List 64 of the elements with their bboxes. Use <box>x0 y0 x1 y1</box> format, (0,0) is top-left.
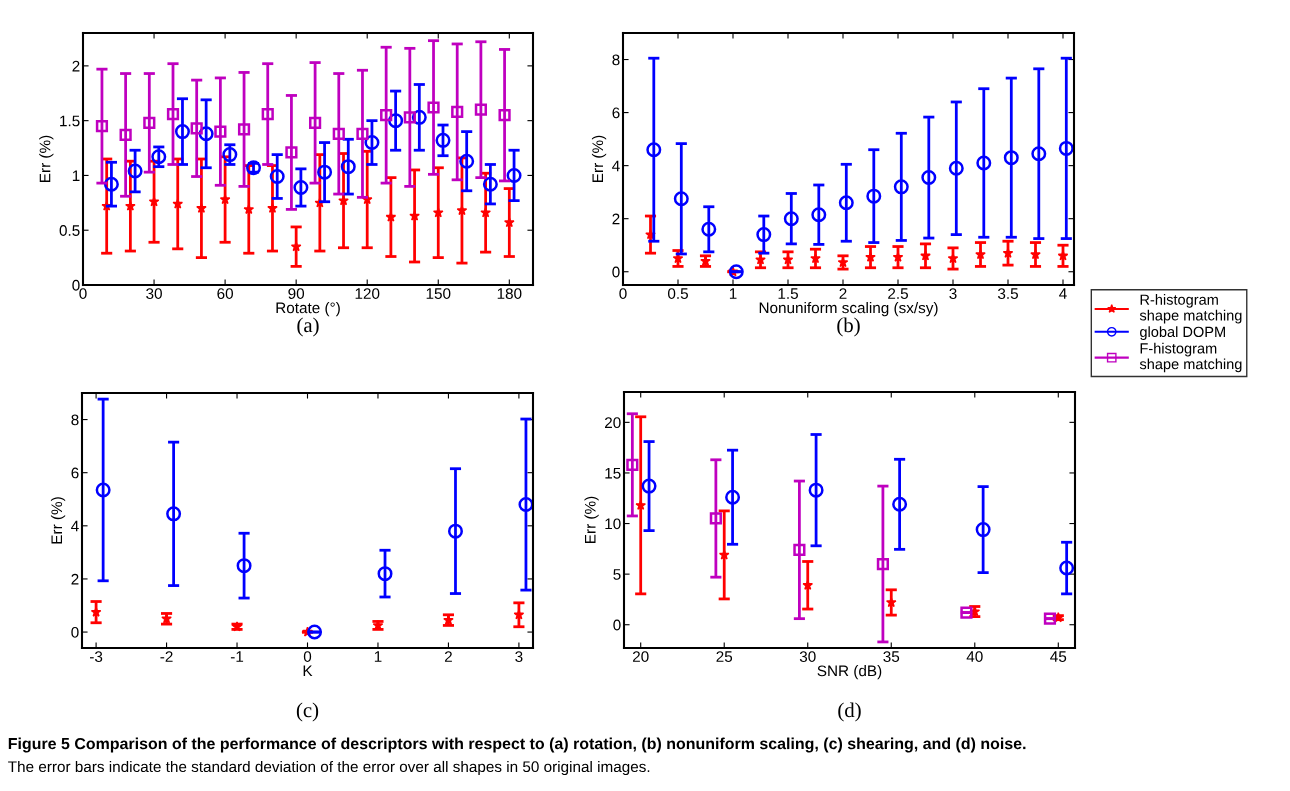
y-tick-label: 0 <box>71 626 79 638</box>
text: (d) <box>838 702 861 722</box>
y-tick-label: 20 <box>605 417 621 429</box>
y-axis-title: Err (%) <box>39 135 54 182</box>
y-tick-label: 0 <box>612 266 620 278</box>
y-tick-label: 10 <box>605 518 621 530</box>
x-tick-label: 150 <box>426 288 451 299</box>
x-tick-label: 3 <box>515 651 523 662</box>
y-tick-label: 2 <box>612 213 620 225</box>
y-tick-label: 15 <box>605 467 621 479</box>
x-tick-label: 60 <box>217 288 234 299</box>
y-tick-label: 0.5 <box>59 225 80 236</box>
x-tick-label: 1.5 <box>778 288 798 299</box>
caption: Figure 5 Comparison of the performance of descriptors with respect to (a) rotation, (b) nonuniform scaling, (c) shearing, and (d) noise. <box>8 737 1026 753</box>
x-tick-label: 120 <box>355 288 380 299</box>
y-tick-label: 1.5 <box>60 115 80 127</box>
x-tick-label: 4 <box>1059 288 1067 299</box>
y-tick-label: 0 <box>613 619 621 631</box>
x-tick-label: 180 <box>497 288 522 299</box>
y-tick-label: 6 <box>71 467 79 479</box>
y-tick-label: 4 <box>612 160 620 172</box>
x-axis-title: K <box>303 665 313 677</box>
y-axis-title: Err (%) <box>50 497 66 544</box>
x-axis-title: SNR (dB) <box>817 665 882 680</box>
legend-label: F-histogram shape matching <box>1139 342 1242 373</box>
x-tick-label: 30 <box>146 288 162 299</box>
y-tick-label: 6 <box>612 107 620 119</box>
y-tick-label: 4 <box>71 520 79 532</box>
x-tick-label: -2 <box>160 651 173 662</box>
text: (b) <box>837 317 860 337</box>
y-axis-title: Err (%) <box>584 496 599 543</box>
y-tick-label: 8 <box>612 54 620 66</box>
x-tick-label: 0.5 <box>667 288 688 299</box>
x-tick-label: -3 <box>89 651 103 662</box>
x-axis-title: Rotate (°) <box>276 302 340 317</box>
x-tick-label: 1 <box>374 651 382 662</box>
x-tick-label: 20 <box>632 651 649 662</box>
x-tick-label: 2 <box>444 651 452 662</box>
x-tick-label: 0 <box>79 288 87 299</box>
x-tick-label: 90 <box>288 288 305 299</box>
x-tick-label: 40 <box>966 651 983 662</box>
x-tick-label: 45 <box>1050 651 1067 662</box>
y-tick-label: 2 <box>71 573 79 585</box>
y-axis-title: Err (%) <box>591 135 607 182</box>
x-tick-label: 3 <box>949 288 957 299</box>
x-tick-label: 2.5 <box>888 288 908 299</box>
y-tick-label: 0 <box>72 279 80 291</box>
y-tick-label: 5 <box>613 569 621 580</box>
x-tick-label: 0 <box>303 651 312 662</box>
text: The error bars indicate the standard deviation of the error over all shapes in 50 original images. <box>8 760 650 776</box>
x-tick-label: -1 <box>230 651 244 662</box>
x-tick-label: 2 <box>839 288 847 299</box>
y-tick-label: 8 <box>71 414 79 426</box>
y-tick-label: 2 <box>72 60 80 72</box>
x-tick-label: 1 <box>729 288 737 299</box>
x-tick-label: 3.5 <box>997 288 1018 299</box>
y-tick-label: 1 <box>72 170 80 181</box>
legend-label: global DOPM <box>1140 326 1225 340</box>
x-tick-label: 30 <box>799 651 816 662</box>
text: (c) <box>296 702 319 722</box>
text: (a) <box>297 317 319 337</box>
x-tick-label: 35 <box>883 651 900 662</box>
x-axis-title: Nonuniform scaling (sx/sy) <box>759 302 938 317</box>
x-tick-label: 25 <box>716 651 733 662</box>
